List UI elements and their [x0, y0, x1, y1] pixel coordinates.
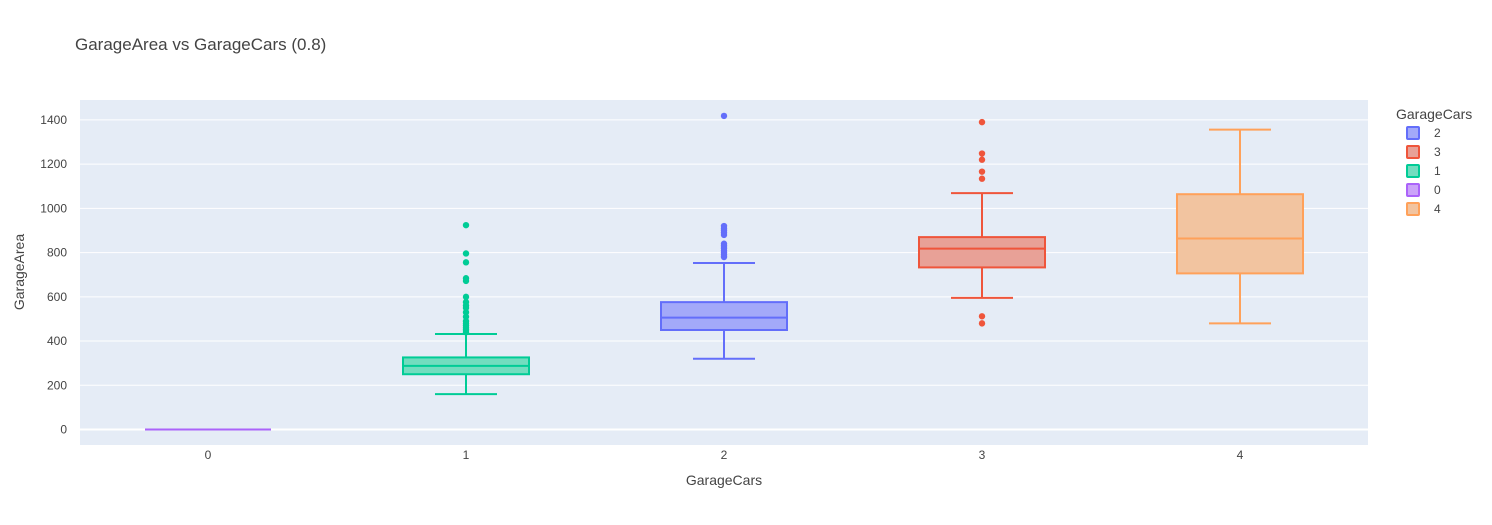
- legend-item-0[interactable]: 0: [1406, 183, 1441, 197]
- x-tick-labels: 0 1 2 3 4: [205, 448, 1244, 462]
- outlier-point: [978, 313, 986, 320]
- outlier-point: [462, 221, 470, 229]
- legend-title: GarageCars: [1396, 106, 1472, 122]
- legend: GarageCars 2 3 1 0 4: [1396, 106, 1472, 216]
- x-tick-label: 4: [1237, 448, 1244, 462]
- x-axis-title: GarageCars: [686, 472, 762, 488]
- outlier-point: [720, 222, 728, 230]
- y-axis-title: GarageArea: [11, 234, 27, 310]
- legend-item-2[interactable]: 2: [1406, 126, 1441, 140]
- iqr-box: [1176, 193, 1304, 275]
- legend-item-1[interactable]: 1: [1406, 164, 1441, 178]
- y-tick-label: 0: [60, 423, 67, 437]
- y-tick-label: 1000: [40, 201, 67, 215]
- y-tick-label: 1200: [40, 157, 67, 171]
- legend-label: 0: [1434, 183, 1441, 197]
- legend-swatch: [1406, 145, 1420, 159]
- x-tick-label: 1: [463, 448, 470, 462]
- outlier-point: [978, 175, 986, 182]
- outlier-point: [978, 150, 986, 157]
- iqr-box: [918, 236, 1046, 269]
- outlier-point: [462, 250, 470, 257]
- y-tick-label: 800: [47, 246, 67, 260]
- legend-label: 2: [1434, 126, 1441, 140]
- box-series-4: [1176, 128, 1304, 325]
- outlier-point: [462, 317, 470, 325]
- box-series-1: [402, 221, 530, 396]
- legend-item-4[interactable]: 4: [1406, 202, 1441, 216]
- legend-swatch: [1406, 126, 1420, 140]
- x-tick-label: 3: [979, 448, 986, 462]
- legend-swatch: [1406, 202, 1420, 216]
- legend-label: 3: [1434, 145, 1441, 159]
- y-tick-label: 600: [47, 290, 67, 304]
- legend-label: 4: [1434, 202, 1441, 216]
- outlier-point: [462, 298, 470, 306]
- x-tick-label: 2: [721, 448, 728, 462]
- outlier-point: [978, 320, 986, 327]
- legend-swatch: [1406, 183, 1420, 197]
- outlier-point: [720, 112, 728, 120]
- box-series-2: [660, 112, 788, 360]
- outlier-point: [462, 259, 470, 266]
- chart-title: GarageArea vs GarageCars (0.8): [75, 35, 326, 54]
- outlier-point: [462, 293, 470, 301]
- box-series-3: [918, 118, 1046, 327]
- y-tick-label: 400: [47, 334, 67, 348]
- legend-swatch: [1406, 164, 1420, 178]
- legend-item-3[interactable]: 3: [1406, 145, 1441, 159]
- x-tick-label: 0: [205, 448, 212, 462]
- outlier-point: [720, 240, 728, 247]
- legend-label: 1: [1434, 164, 1441, 178]
- y-tick-label: 200: [47, 378, 67, 392]
- y-tick-labels: 0 200 400 600 800 1000 1200 1400: [40, 113, 67, 437]
- outlier-point: [462, 309, 470, 316]
- box-series: [145, 112, 1304, 431]
- outlier-point: [978, 118, 986, 126]
- y-tick-label: 1400: [40, 113, 67, 127]
- outlier-point: [978, 156, 986, 163]
- outlier-point: [978, 168, 986, 175]
- iqr-box: [660, 301, 788, 331]
- outlier-point: [462, 313, 470, 320]
- outlier-point: [462, 275, 470, 282]
